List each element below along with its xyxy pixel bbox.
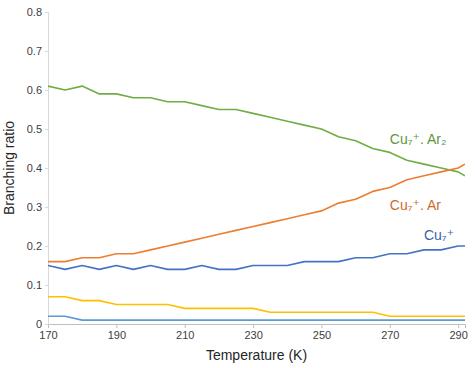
y-tick-label: 0.1 (27, 279, 42, 291)
y-tick: 0.2 (27, 240, 48, 252)
x-tick-label: 210 (176, 329, 194, 341)
y-tick: 0.1 (27, 279, 48, 291)
y-tick: 0.4 (27, 162, 48, 174)
y-tick-label: 0.5 (27, 123, 42, 135)
y-tick-label: 0.2 (27, 240, 42, 252)
x-tick-mark (116, 324, 117, 328)
y-tick-label: 0.8 (27, 6, 42, 18)
x-tick-mark (185, 324, 186, 328)
y-tick-mark (45, 285, 48, 286)
x-tick: 270 (381, 324, 399, 341)
y-axis-line (45, 13, 49, 325)
x-axis-line (49, 325, 466, 329)
y-tick: 0.7 (27, 45, 48, 57)
x-axis-title: Temperature (K) (206, 347, 307, 363)
y-tick-label: 0.3 (27, 201, 42, 213)
series-line (48, 297, 465, 317)
x-tick: 250 (313, 324, 331, 341)
chart: 170 190 210 230 250 270 290 0 0.1 0.2 0.3 0.4 0.5 0.6… (0, 0, 475, 368)
series-label: Cu₇⁺ (424, 227, 454, 243)
y-tick-mark (45, 246, 48, 247)
series-line (48, 164, 465, 262)
y-tick-label: 0.4 (27, 162, 42, 174)
x-tick-mark (321, 324, 322, 328)
y-tick-mark (45, 12, 48, 13)
series-label: Cu₇⁺. Ar (390, 197, 441, 213)
x-tick-label: 170 (39, 329, 57, 341)
y-tick-mark (45, 90, 48, 91)
y-tick: 0.5 (27, 123, 48, 135)
y-tick-mark (45, 168, 48, 169)
x-tick-mark (458, 324, 459, 328)
x-tick: 210 (176, 324, 194, 341)
x-tick-mark (253, 324, 254, 328)
x-tick-label: 230 (244, 329, 262, 341)
y-tick-label: 0.7 (27, 45, 42, 57)
x-tick: 290 (449, 324, 467, 341)
x-tick-label: 250 (313, 329, 331, 341)
y-tick-mark (45, 324, 48, 325)
y-axis-title: Branching ratio (1, 121, 17, 215)
y-tick-label: 0 (36, 318, 42, 330)
x-tick: 190 (108, 324, 126, 341)
series-label: Cu₇⁺. Ar₂ (390, 131, 447, 147)
y-tick: 0.8 (27, 6, 48, 18)
series-line (48, 86, 465, 176)
y-tick-mark (45, 207, 48, 208)
x-tick-mark (390, 324, 391, 328)
x-tick-label: 290 (449, 329, 467, 341)
x-axis: 170 190 210 230 250 270 290 (39, 324, 468, 341)
plot: 170 190 210 230 250 270 290 0 0.1 0.2 0.3 0.4 0.5 0.6… (27, 6, 468, 341)
x-tick: 230 (244, 324, 262, 341)
x-tick-label: 270 (381, 329, 399, 341)
y-tick: 0 (36, 318, 48, 330)
y-tick-mark (45, 129, 48, 130)
x-tick: 170 (39, 324, 57, 341)
series-line (48, 316, 465, 320)
lines (48, 86, 465, 320)
y-axis: 0 0.1 0.2 0.3 0.4 0.5 0.6 0.7 0.8 (27, 6, 49, 330)
series-line (48, 246, 465, 269)
y-tick-mark (45, 51, 48, 52)
x-tick-label: 190 (108, 329, 126, 341)
y-tick: 0.3 (27, 201, 48, 213)
y-tick: 0.6 (27, 84, 48, 96)
y-tick-label: 0.6 (27, 84, 42, 96)
